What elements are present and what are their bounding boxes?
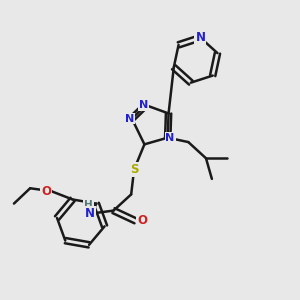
Text: N: N — [139, 100, 148, 110]
Text: N: N — [85, 207, 95, 220]
Text: N: N — [165, 133, 175, 143]
Text: O: O — [137, 214, 147, 227]
Text: S: S — [130, 163, 138, 176]
Text: O: O — [41, 185, 51, 198]
Text: N: N — [195, 31, 206, 44]
Text: N: N — [125, 114, 134, 124]
Text: H: H — [84, 200, 93, 210]
